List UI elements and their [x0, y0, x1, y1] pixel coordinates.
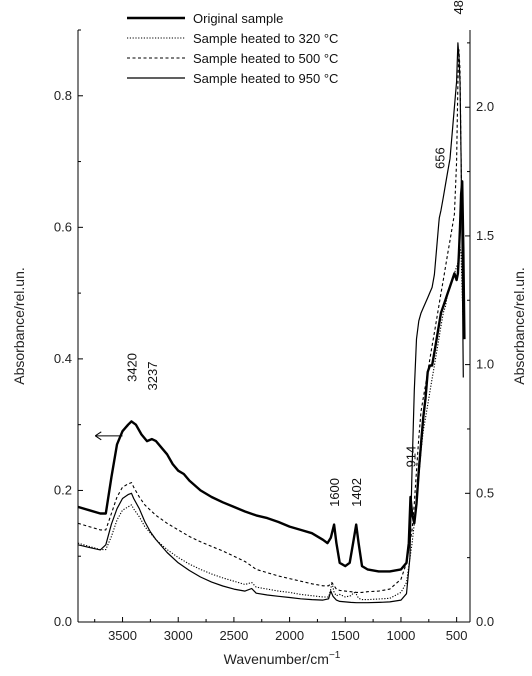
legend-label-3: Sample heated to 500 °C: [193, 51, 338, 66]
x-tick-label: 2000: [275, 628, 304, 643]
y-right-tick-label: 1.5: [476, 228, 494, 243]
series-layer: [78, 42, 466, 604]
x-tick-label: 3500: [108, 628, 137, 643]
y-right-axis-title: Absorbance/rel.un.: [511, 267, 527, 385]
peak-label-3420: 3420: [124, 353, 139, 382]
series-line-1: [78, 180, 466, 573]
legend-label-1: Original sample: [193, 11, 283, 26]
labels-layer: 3420 3237 1600 1402 914 656 489: [124, 0, 465, 507]
peak-label-1600: 1600: [327, 478, 342, 507]
y-right-tick-label: 0.5: [476, 485, 494, 500]
left-axis-arrow-icon: [94, 431, 123, 441]
y-left-tick-label: 0.2: [54, 482, 72, 497]
peak-label-489: 489: [451, 0, 466, 15]
x-tick-label: 3000: [164, 628, 193, 643]
y-left-tick-label: 0.4: [54, 351, 72, 366]
legend-label-2: Sample heated to 320 °C: [193, 31, 338, 46]
y-left-axis-title: Absorbance/rel.un.: [11, 267, 27, 385]
peak-label-3237: 3237: [145, 362, 160, 391]
legend: Original sample Sample heated to 320 °C Sa…: [127, 11, 338, 86]
y-right-tick-label: 2.0: [476, 99, 494, 114]
series-line-4: [78, 42, 464, 604]
axes-layer: 3500 3000 2500 2000 1500 1000 500 0.0 0.2 0.4 0.6 0…: [11, 29, 527, 667]
x-tick-label: 2500: [219, 628, 248, 643]
series-line-2: [78, 246, 464, 601]
legend-label-4: Sample heated to 950 °C: [193, 71, 338, 86]
y-right-tick-label: 1.0: [476, 357, 494, 372]
x-tick-label: 1500: [331, 628, 360, 643]
y-left-tick-label: 0.0: [54, 614, 72, 629]
x-tick-label: 500: [446, 628, 468, 643]
peak-label-1402: 1402: [349, 478, 364, 507]
y-left-tick-label: 0.8: [54, 88, 72, 103]
y-right-tick-label: 0.0: [476, 614, 494, 629]
peak-label-914: 914: [404, 446, 419, 468]
x-tick-label: 1000: [386, 628, 415, 643]
series-line-3: [78, 49, 463, 593]
peak-label-656: 656: [432, 147, 447, 169]
x-axis-title: Wavenumber/cm−1: [224, 650, 341, 667]
y-left-tick-label: 0.6: [54, 219, 72, 234]
